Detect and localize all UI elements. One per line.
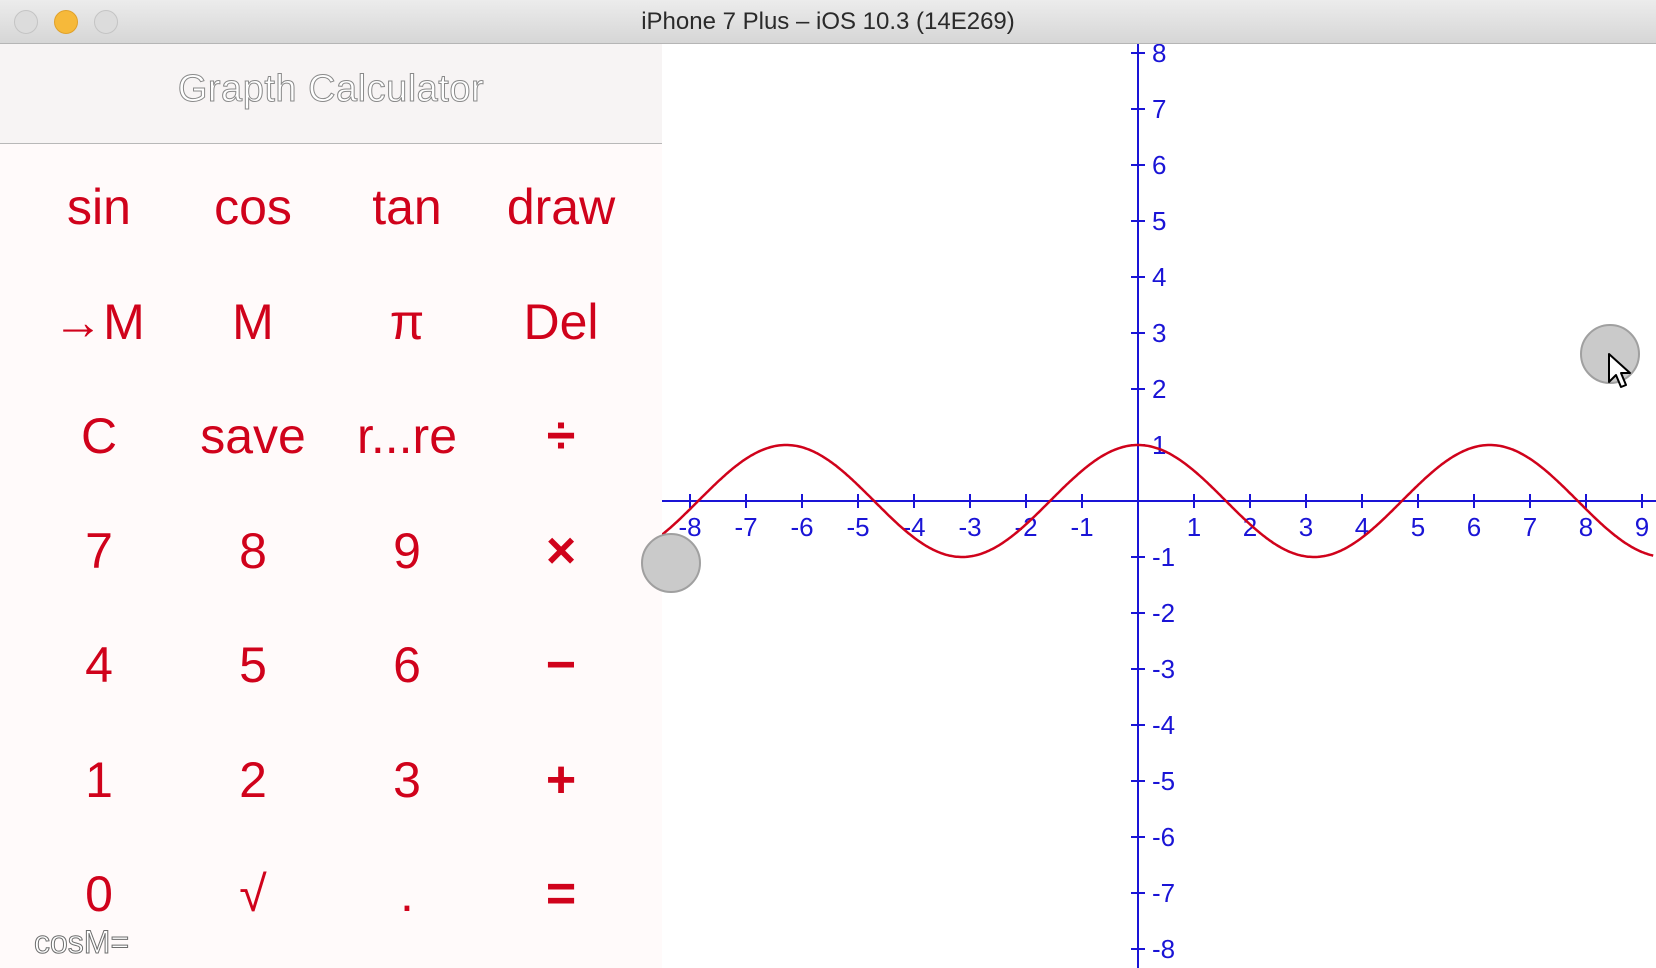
window-titlebar: iPhone 7 Plus – iOS 10.3 (14E269) — [0, 0, 1656, 44]
y-tick-label: 3 — [1152, 318, 1166, 348]
delete-button[interactable]: Del — [484, 265, 638, 380]
touch-indicator — [641, 533, 701, 593]
y-tick-label: -4 — [1152, 710, 1175, 740]
navigation-bar: Grapth Calculator — [0, 44, 662, 144]
expression-display: cosM= — [33, 924, 130, 961]
y-tick-label: 7 — [1152, 94, 1166, 124]
x-tick-label: 1 — [1187, 512, 1201, 542]
y-tick-label: -6 — [1152, 822, 1175, 852]
y-tick-label: -1 — [1152, 542, 1175, 572]
x-tick-label: 9 — [1635, 512, 1649, 542]
mouse-pointer-icon — [1608, 353, 1631, 388]
sin-button[interactable]: sin — [22, 150, 176, 265]
y-tick-label: 8 — [1152, 44, 1166, 68]
draw-button[interactable]: draw — [484, 150, 638, 265]
y-tick-label: -7 — [1152, 878, 1175, 908]
keypad: sin cos tan draw →M M π Del C save r...r… — [22, 150, 638, 923]
digit-4-button[interactable]: 4 — [22, 608, 176, 723]
digit-2-button[interactable]: 2 — [176, 723, 330, 838]
graph-canvas[interactable]: -8 -7 -6 -5 -4 -3 -2 -1 1 2 3 4 5 6 7 8 987654321-1-2-3-… — [662, 44, 1656, 968]
x-tick-label: 7 — [1523, 512, 1537, 542]
square-root-button[interactable]: √ — [176, 837, 330, 952]
save-button[interactable]: save — [176, 379, 330, 494]
y-tick-label: 6 — [1152, 150, 1166, 180]
window-minimize-button[interactable] — [54, 10, 78, 34]
divide-button[interactable]: ÷ — [484, 379, 638, 494]
x-tick-label: 6 — [1467, 512, 1481, 542]
y-tick-label: 5 — [1152, 206, 1166, 236]
memory-button[interactable]: M — [176, 265, 330, 380]
digit-0-button[interactable]: 0 — [22, 837, 176, 952]
window-zoom-button[interactable] — [94, 10, 118, 34]
window-title: iPhone 7 Plus – iOS 10.3 (14E269) — [641, 8, 1015, 35]
x-tick-label: 8 — [1579, 512, 1593, 542]
y-tick-label: -2 — [1152, 598, 1175, 628]
x-tick-label: 5 — [1411, 512, 1425, 542]
y-tick-label: 2 — [1152, 374, 1166, 404]
decimal-point-button[interactable]: . — [330, 837, 484, 952]
y-tick-label: -3 — [1152, 654, 1175, 684]
subtract-button[interactable]: − — [484, 608, 638, 723]
digit-9-button[interactable]: 9 — [330, 494, 484, 609]
calculator-pane: Grapth Calculator sin cos tan draw →M M … — [0, 44, 662, 968]
simulator-screen: Grapth Calculator sin cos tan draw →M M … — [0, 44, 1656, 968]
x-tick-label: -5 — [846, 512, 869, 542]
nav-title: Grapth Calculator — [177, 68, 485, 111]
equals-button[interactable]: = — [484, 837, 638, 952]
x-tick-label: -8 — [678, 512, 701, 542]
function-curve — [662, 443, 1654, 559]
window-close-button[interactable] — [14, 10, 38, 34]
x-tick-label: -6 — [790, 512, 813, 542]
x-tick-label: -3 — [958, 512, 981, 542]
restore-button[interactable]: r...re — [330, 379, 484, 494]
x-tick-label: 3 — [1299, 512, 1313, 542]
digit-1-button[interactable]: 1 — [22, 723, 176, 838]
clear-button[interactable]: C — [22, 379, 176, 494]
y-tick-label: -8 — [1152, 934, 1175, 964]
digit-6-button[interactable]: 6 — [330, 608, 484, 723]
add-button[interactable]: + — [484, 723, 638, 838]
digit-3-button[interactable]: 3 — [330, 723, 484, 838]
tan-button[interactable]: tan — [330, 150, 484, 265]
pi-button[interactable]: π — [330, 265, 484, 380]
x-tick-label: -1 — [1070, 512, 1093, 542]
graph-view[interactable]: -8 -7 -6 -5 -4 -3 -2 -1 1 2 3 4 5 6 7 8 9 8 7 6 5 4 3 2 1 -1 -2 -3-… — [662, 44, 1656, 968]
set-memory-button[interactable]: →M — [22, 265, 176, 380]
digit-7-button[interactable]: 7 — [22, 494, 176, 609]
y-tick-label: -5 — [1152, 766, 1175, 796]
x-tick-label: 2 — [1243, 512, 1257, 542]
digit-8-button[interactable]: 8 — [176, 494, 330, 609]
y-tick-label: 1 — [1152, 430, 1166, 460]
x-tick-label: -7 — [734, 512, 757, 542]
y-tick-label: 4 — [1152, 262, 1166, 292]
multiply-button[interactable]: × — [484, 494, 638, 609]
cos-button[interactable]: cos — [176, 150, 330, 265]
digit-5-button[interactable]: 5 — [176, 608, 330, 723]
